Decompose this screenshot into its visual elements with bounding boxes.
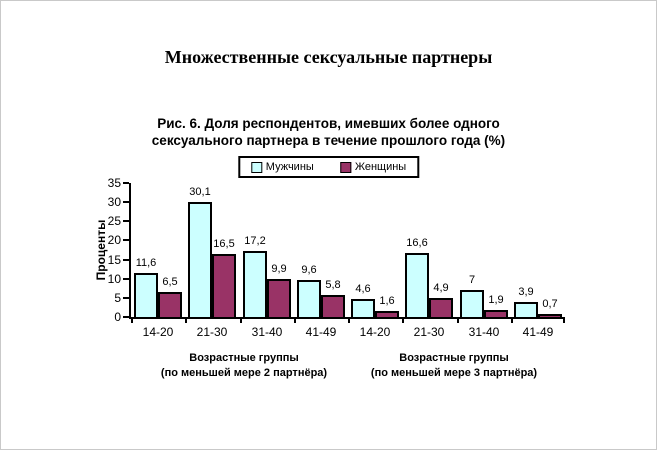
y-axis-tick-label: 20 — [107, 233, 121, 248]
group-label-2-partners-line2: (по меньшей мере 2 партнёра) — [160, 367, 328, 379]
x-axis-tick — [511, 317, 513, 323]
y-axis-tick-label: 5 — [114, 290, 121, 305]
y-axis-tick-label: 25 — [107, 214, 121, 229]
x-axis-tick — [348, 317, 350, 323]
legend-item-men: Мужчины — [250, 161, 314, 173]
group-label-3-partners: Возрастные группы (по меньшей мере 3 пар… — [344, 351, 564, 381]
legend: Мужчины Женщины — [237, 156, 420, 178]
x-axis-tick — [294, 317, 296, 323]
legend-swatch-men-icon — [250, 161, 262, 173]
bar-men-group2-21-30 — [405, 253, 429, 317]
page-title: Множественные сексуальные партнеры — [164, 47, 493, 67]
bar-men-group2-14-20-value-label: 4,6 — [355, 283, 371, 295]
bar-women-group2-41-49 — [538, 314, 562, 317]
bar-men-group1-14-20-value-label: 11,6 — [135, 257, 157, 269]
y-axis-tick — [123, 316, 129, 318]
x-axis-tick — [131, 317, 133, 323]
x-category-label-g2-31-40: 31-40 — [468, 325, 500, 339]
x-axis-tick — [185, 317, 187, 323]
y-axis-tick-label: 30 — [107, 195, 121, 210]
y-axis-tick-label: 0 — [114, 310, 121, 324]
bar-women-group1-31-40 — [267, 279, 291, 317]
bar-men-group2-41-49 — [514, 302, 538, 317]
y-axis-tick — [123, 182, 129, 184]
group-label-3-partners-line1: Возрастные группы — [399, 352, 509, 364]
x-category-label-g1-31-40: 31-40 — [251, 325, 283, 339]
y-axis-tick — [123, 220, 129, 223]
x-category-label-g2-14-20: 14-20 — [359, 325, 391, 339]
bar-women-group1-31-40-value-label: 9,9 — [271, 263, 287, 275]
x-axis-tick — [457, 317, 459, 323]
group-label-3-partners-line2: (по меньшей мере 3 партнёра) — [370, 367, 538, 379]
x-axis-tick — [563, 317, 565, 323]
group-label-2-partners: Возрастные группы (по меньшей мере 2 пар… — [134, 351, 354, 381]
y-axis-tick — [123, 277, 129, 280]
bar-men-group2-31-40-value-label: 7 — [468, 274, 476, 286]
legend-label-women: Женщины — [354, 161, 407, 173]
y-axis-tick — [123, 201, 129, 204]
x-category-label-g2-41-49: 41-49 — [522, 325, 554, 339]
y-axis-tick-label: 15 — [107, 252, 121, 267]
bar-men-group1-41-49-value-label: 9,6 — [301, 264, 317, 276]
bar-men-group1-31-40 — [243, 251, 267, 317]
group-label-2-partners-line1: Возрастные группы — [189, 352, 299, 364]
bar-women-group2-31-40 — [484, 310, 508, 317]
y-axis-tick — [123, 296, 129, 299]
x-category-label-g2-21-30: 21-30 — [413, 325, 445, 339]
legend-label-men: Мужчины — [265, 161, 314, 173]
plot-area: 0 5 10 15 20 25 30 35 11,6 6,5 14-20 30,1 16,5 21-30 1… — [108, 176, 565, 339]
legend-swatch-women-icon — [339, 161, 351, 173]
y-axis-tick — [123, 239, 129, 242]
bar-women-group1-14-20 — [158, 292, 182, 317]
bar-men-group1-31-40-value-label: 17,2 — [244, 235, 266, 247]
bar-women-group2-31-40-value-label: 1,9 — [488, 294, 504, 306]
bar-women-group1-41-49-value-label: 5,8 — [325, 279, 341, 291]
y-axis-tick-label: 35 — [107, 176, 121, 190]
bar-women-group2-21-30-value-label: 4,9 — [433, 282, 449, 294]
bar-women-group1-41-49 — [321, 295, 345, 317]
x-axis-tick — [240, 317, 242, 323]
bar-women-group2-21-30 — [429, 298, 453, 317]
x-category-label-g1-41-49: 41-49 — [305, 325, 337, 339]
chart-title-line-2: сексуального партнера в течение прошлого… — [151, 133, 506, 148]
bar-men-group1-21-30-value-label: 30,1 — [189, 186, 211, 198]
bar-men-group2-14-20 — [351, 299, 375, 317]
x-category-label-g1-14-20: 14-20 — [142, 325, 174, 339]
bar-women-group2-14-20-value-label: 1,6 — [379, 295, 395, 307]
x-axis-tick — [402, 317, 404, 323]
bar-women-group1-21-30 — [212, 254, 236, 317]
bar-men-group1-14-20 — [134, 273, 158, 317]
chart-title: Рис. 6. Доля респондентов, имевших более… — [1, 115, 656, 149]
bar-women-group2-41-49-value-label: 0,7 — [542, 298, 558, 310]
x-category-label-g1-21-30: 21-30 — [196, 325, 228, 339]
bar-women-group1-21-30-value-label: 16,5 — [213, 238, 235, 250]
bar-men-group1-21-30 — [188, 202, 212, 317]
bar-men-group2-31-40 — [460, 290, 484, 317]
y-axis-tick — [123, 258, 129, 261]
bar-men-group1-41-49 — [297, 280, 321, 317]
bar-women-group2-14-20 — [375, 311, 399, 317]
bar-women-group1-14-20-value-label: 6,5 — [162, 276, 178, 288]
bar-men-group2-21-30-value-label: 16,6 — [406, 237, 428, 249]
legend-item-women: Женщины — [339, 161, 407, 173]
chart-title-line-1: Рис. 6. Доля респондентов, имевших более… — [157, 116, 500, 131]
bar-men-group2-41-49-value-label: 3,9 — [518, 286, 534, 298]
y-axis-tick-label: 10 — [107, 271, 121, 286]
